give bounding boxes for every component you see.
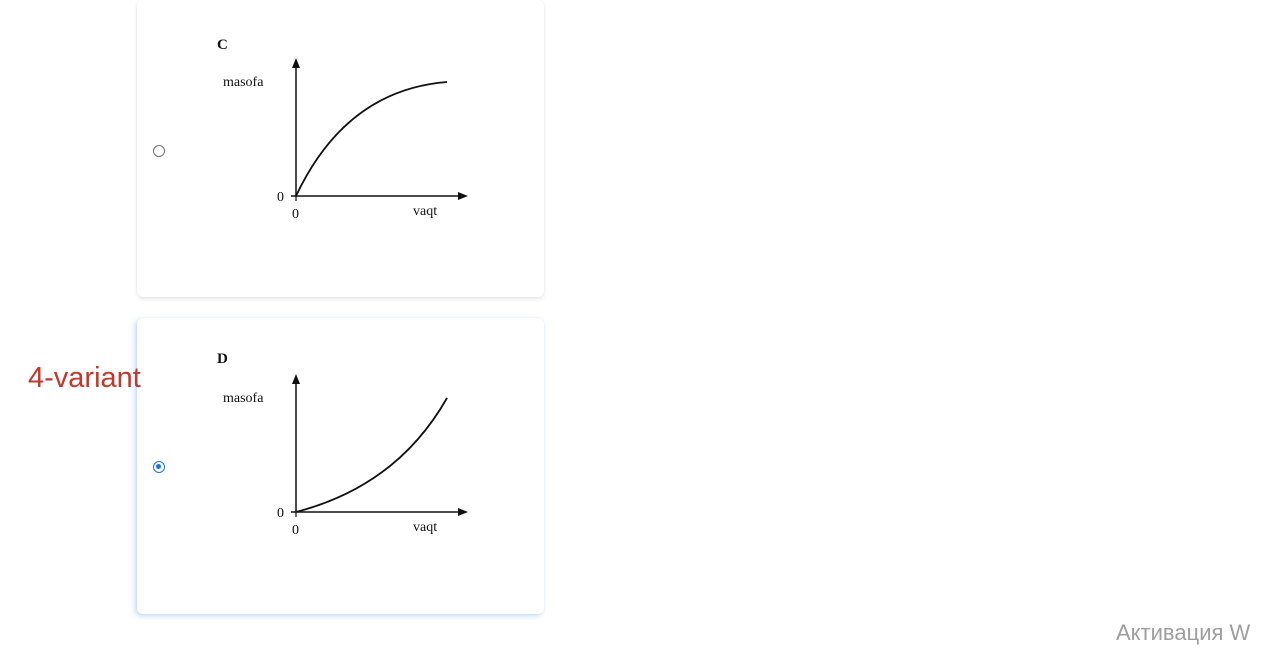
activation-watermark: Активация W bbox=[1116, 620, 1251, 645]
option-c-x-axis-label: vaqt bbox=[413, 204, 437, 219]
option-d-x-axis-label: vaqt bbox=[413, 520, 437, 535]
option-d-radio-dot bbox=[156, 464, 161, 469]
option-c-letter: C bbox=[217, 37, 228, 53]
option-c-y-axis-label: masofa bbox=[223, 75, 264, 90]
option-c-graph: C masofa 0 0 vaqt bbox=[207, 30, 477, 240]
option-d-graph: D masofa 0 0 vaqt bbox=[207, 346, 477, 556]
option-c-x-arrow bbox=[458, 192, 468, 200]
option-d-curve bbox=[295, 397, 448, 513]
option-c-y-arrow bbox=[292, 58, 300, 68]
option-c-y-origin-tick: 0 bbox=[277, 190, 284, 205]
option-card-d[interactable]: D masofa 0 0 vaqt bbox=[137, 318, 544, 614]
option-d-x-origin-tick: 0 bbox=[292, 523, 299, 538]
option-d-y-origin-tick: 0 bbox=[277, 506, 284, 521]
option-c-x-origin-tick: 0 bbox=[292, 207, 299, 222]
option-c-curve bbox=[295, 81, 448, 197]
option-d-graph-svg: D masofa 0 0 vaqt bbox=[217, 351, 468, 538]
variant-annotation: 4-variant bbox=[28, 362, 141, 394]
option-d-y-axis-label: masofa bbox=[223, 391, 264, 406]
option-card-c[interactable]: C masofa 0 0 vaqt bbox=[137, 0, 544, 297]
option-d-letter: D bbox=[217, 351, 228, 367]
option-c-graph-svg: C masofa 0 0 vaqt bbox=[217, 37, 468, 222]
option-d-radio[interactable] bbox=[153, 461, 165, 473]
option-c-radio[interactable] bbox=[153, 145, 165, 157]
option-d-y-arrow bbox=[292, 374, 300, 384]
option-d-x-arrow bbox=[458, 508, 468, 516]
